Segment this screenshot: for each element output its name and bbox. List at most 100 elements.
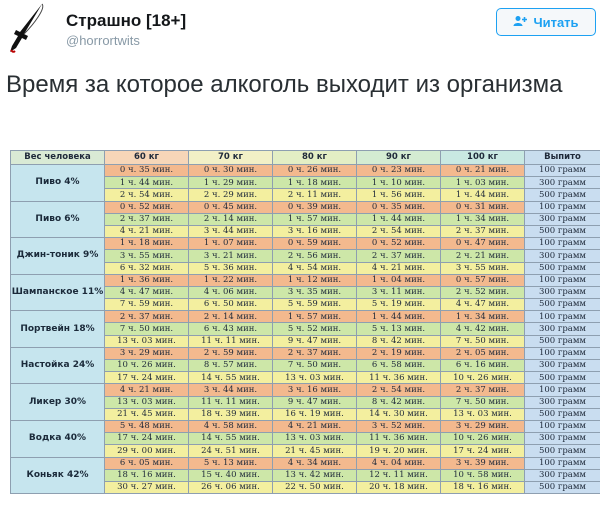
table-row: 3 ч. 55 мин. 3 ч. 21 мин. 2 ч. 56 мин. 2 ч.… <box>11 249 600 263</box>
drink-name: Портвейн 18% <box>10 310 105 348</box>
time-cell: 0 ч. 31 мин. <box>440 200 525 214</box>
time-cell: 1 ч. 36 мин. <box>104 273 189 287</box>
time-cell: 3 ч. 16 мин. <box>272 383 357 397</box>
time-cell: 26 ч. 06 мин. <box>188 480 273 495</box>
time-cell: 5 ч. 59 мин. <box>272 298 357 312</box>
drink-name: Пиво 6% <box>10 200 105 239</box>
time-cell: 4 ч. 58 мин. <box>188 419 273 434</box>
header-90kg: 90 кг <box>356 150 441 165</box>
time-cell: 22 ч. 50 мин. <box>272 480 357 495</box>
amount-cell: 500 грамм <box>524 188 600 202</box>
time-cell: 4 ч. 06 мин. <box>188 285 273 300</box>
table-row: 18 ч. 16 мин. 15 ч. 40 мин. 13 ч. 42 мин. 1… <box>11 468 600 482</box>
time-cell: 1 ч. 44 мин. <box>440 188 525 202</box>
time-cell: 0 ч. 39 мин. <box>272 200 357 214</box>
time-cell: 7 ч. 50 мин. <box>104 322 189 336</box>
time-cell: 11 ч. 36 мин. <box>356 371 441 385</box>
follow-button[interactable]: Читать <box>496 8 596 36</box>
time-cell: 2 ч. 14 мин. <box>188 310 273 324</box>
time-cell: 2 ч. 14 мин. <box>188 212 273 226</box>
time-cell: 18 ч. 16 мин. <box>104 468 189 482</box>
time-cell: 24 ч. 51 мин. <box>188 444 273 458</box>
table-row: 29 ч. 00 мин. 24 ч. 51 мин. 21 ч. 45 мин. 1… <box>11 444 600 458</box>
time-cell: 29 ч. 00 мин. <box>104 444 189 458</box>
time-cell: 6 ч. 50 мин. <box>188 298 273 312</box>
time-cell: 3 ч. 11 мин. <box>356 285 441 300</box>
time-cell: 14 ч. 55 мин. <box>188 371 273 385</box>
time-cell: 9 ч. 47 мин. <box>272 395 357 409</box>
time-cell: 11 ч. 36 мин. <box>356 432 441 446</box>
amount-cell: 100 грамм <box>524 419 600 434</box>
time-cell: 4 ч. 47 мин. <box>104 285 189 300</box>
account-name[interactable]: Страшно [18+] <box>66 11 187 30</box>
time-cell: 21 ч. 45 мин. <box>104 407 189 421</box>
drink-name: Настойка 24% <box>10 346 105 385</box>
amount-cell: 100 грамм <box>524 346 600 361</box>
time-cell: 1 ч. 22 мин. <box>188 273 273 287</box>
time-cell: 4 ч. 21 мин. <box>356 261 441 275</box>
time-cell: 2 ч. 21 мин. <box>440 249 525 263</box>
time-cell: 4 ч. 21 мин. <box>272 419 357 434</box>
time-cell: 13 ч. 42 мин. <box>272 468 357 482</box>
table-row: Шампанское 11% 1 ч. 36 мин. 1 ч. 22 мин. 1 … <box>10 273 600 312</box>
time-cell: 13 ч. 03 мин. <box>272 432 357 446</box>
time-cell: 1 ч. 18 мин. <box>104 237 189 251</box>
time-cell: 10 ч. 26 мин. <box>104 358 189 373</box>
time-cell: 1 ч. 18 мин. <box>272 176 357 190</box>
alcohol-table-image: Вес человека 60 кг 70 кг 80 кг 90 кг 100… <box>10 150 600 515</box>
table-row: 10 ч. 26 мин. 8 ч. 57 мин. 7 ч. 50 мин. 6 ч… <box>11 358 600 373</box>
time-cell: 2 ч. 37 мин. <box>272 346 357 361</box>
table-row: 7 ч. 59 мин. 6 ч. 50 мин. 5 ч. 59 мин. 5 ч.… <box>11 298 600 312</box>
time-cell: 5 ч. 19 мин. <box>356 298 441 312</box>
time-cell: 2 ч. 54 мин. <box>104 188 189 202</box>
time-cell: 16 ч. 19 мин. <box>272 407 357 421</box>
time-cell: 10 ч. 26 мин. <box>440 371 525 385</box>
time-cell: 13 ч. 03 мин. <box>440 407 525 421</box>
time-cell: 1 ч. 07 мин. <box>188 237 273 251</box>
time-cell: 2 ч. 19 мин. <box>356 346 441 361</box>
time-cell: 0 ч. 57 мин. <box>440 273 525 287</box>
amount-cell: 500 грамм <box>524 298 600 312</box>
amount-cell: 500 грамм <box>524 371 600 385</box>
time-cell: 3 ч. 16 мин. <box>272 224 357 239</box>
drink-name: Коньяк 42% <box>10 456 105 495</box>
knife-icon[interactable] <box>6 2 46 54</box>
follow-button-label: Читать <box>533 14 579 30</box>
time-cell: 1 ч. 57 мин. <box>272 212 357 226</box>
time-cell: 0 ч. 52 мин. <box>104 200 189 214</box>
time-cell: 4 ч. 21 мин. <box>104 383 189 397</box>
time-cell: 5 ч. 13 мин. <box>188 456 273 470</box>
header-100kg: 100 кг <box>440 150 525 165</box>
tweet-text: Время за которое алкоголь выходит из орг… <box>6 71 563 98</box>
time-cell: 3 ч. 44 мин. <box>188 224 273 239</box>
time-cell: 4 ч. 21 мин. <box>104 224 189 239</box>
amount-cell: 500 грамм <box>524 261 600 275</box>
time-cell: 0 ч. 35 мин. <box>104 163 189 178</box>
tweet-header: Страшно [18+] @horrortwits Читать <box>0 0 604 60</box>
time-cell: 8 ч. 42 мин. <box>356 334 441 348</box>
account-handle[interactable]: @horrortwits <box>66 33 140 48</box>
header-80kg: 80 кг <box>272 150 357 165</box>
time-cell: 0 ч. 47 мин. <box>440 237 525 251</box>
amount-cell: 300 грамм <box>524 212 600 226</box>
amount-cell: 500 грамм <box>524 334 600 348</box>
time-cell: 5 ч. 52 мин. <box>272 322 357 336</box>
time-cell: 13 ч. 03 мин. <box>104 395 189 409</box>
time-cell: 13 ч. 03 мин. <box>104 334 189 348</box>
amount-cell: 500 грамм <box>524 444 600 458</box>
amount-cell: 100 грамм <box>524 310 600 324</box>
time-cell: 6 ч. 16 мин. <box>440 358 525 373</box>
time-cell: 1 ч. 56 мин. <box>356 188 441 202</box>
table-row: 13 ч. 03 мин. 11 ч. 11 мин. 9 ч. 47 мин. 8 … <box>11 395 600 409</box>
time-cell: 10 ч. 58 мин. <box>440 468 525 482</box>
time-cell: 10 ч. 26 мин. <box>440 432 525 446</box>
time-cell: 3 ч. 39 мин. <box>440 456 525 470</box>
time-cell: 4 ч. 54 мин. <box>272 261 357 275</box>
drink-name: Водка 40% <box>10 419 105 458</box>
time-cell: 1 ч. 29 мин. <box>188 176 273 190</box>
time-cell: 0 ч. 52 мин. <box>356 237 441 251</box>
time-cell: 2 ч. 54 мин. <box>356 224 441 239</box>
table-row: Джин-тоник 9% 1 ч. 18 мин. 1 ч. 07 мин. 0 ч… <box>10 237 600 275</box>
time-cell: 2 ч. 59 мин. <box>188 346 273 361</box>
time-cell: 17 ч. 24 мин. <box>104 371 189 385</box>
